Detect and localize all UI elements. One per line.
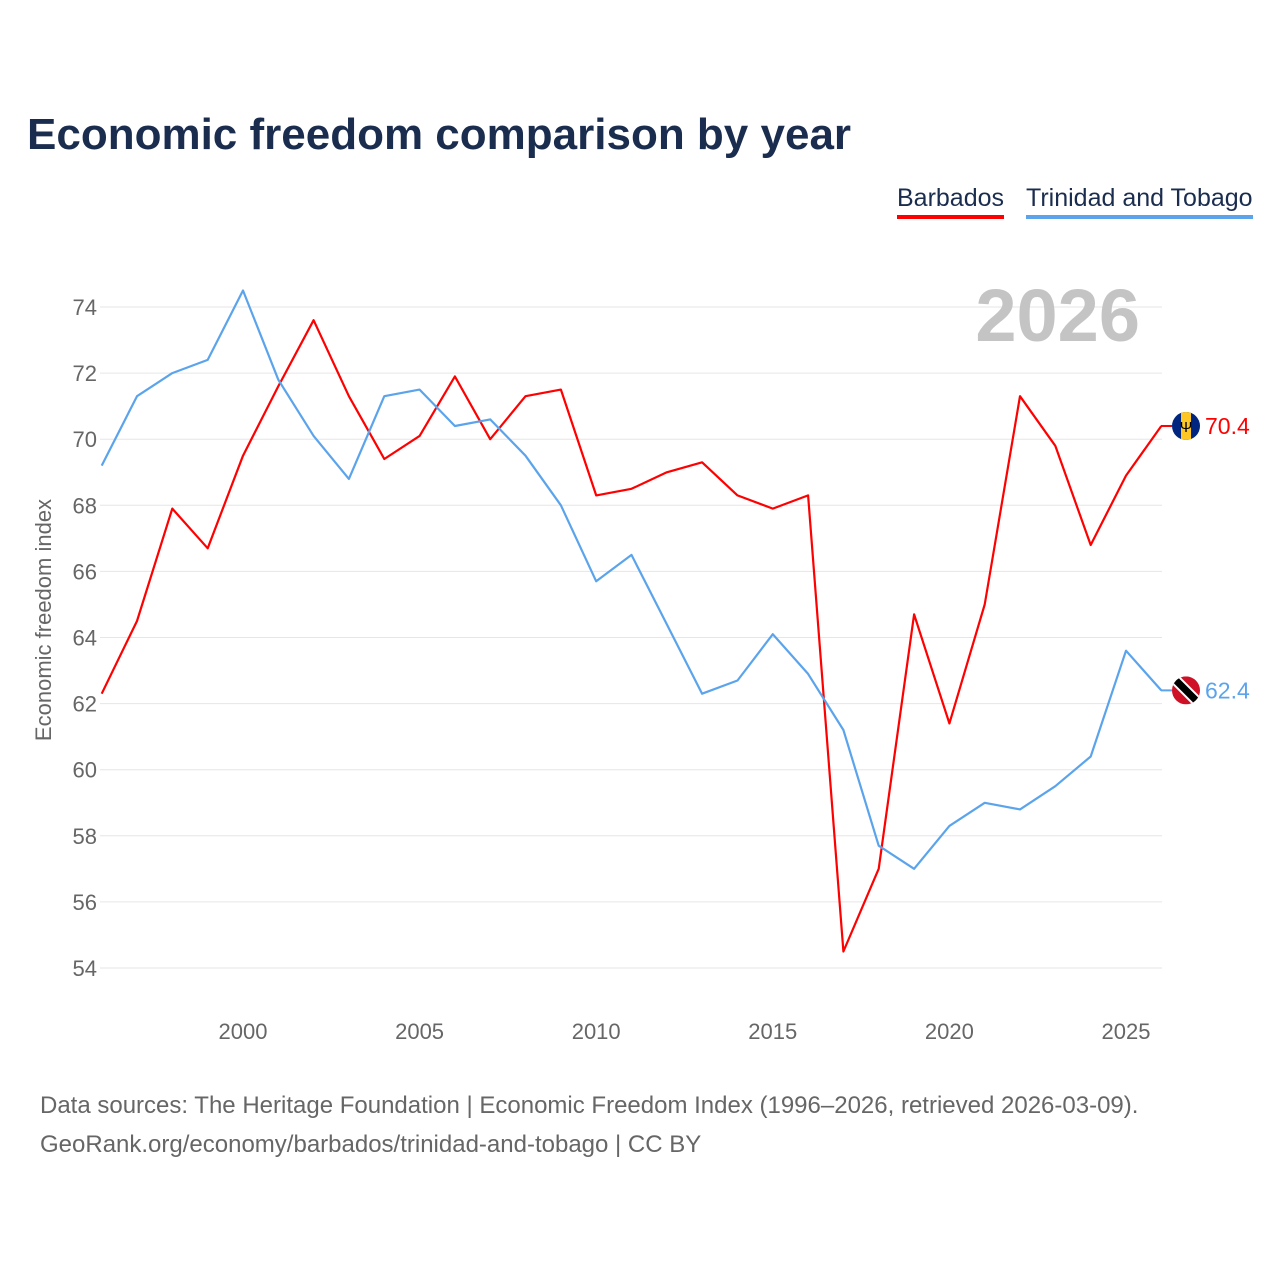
y-tick-label: 62 (73, 692, 97, 717)
y-tick-label: 70 (73, 427, 97, 452)
x-tick-label: 2000 (219, 1019, 268, 1044)
year-watermark: 2026 (975, 274, 1140, 357)
y-tick-label: 54 (73, 956, 97, 981)
source-link[interactable]: GeoRank.org/economy/barbados/trinidad-an… (40, 1131, 702, 1158)
flag-body: Ψ (1172, 411, 1200, 440)
x-tick-label: 2015 (748, 1019, 797, 1044)
y-tick-label: 66 (73, 559, 97, 584)
source-text: Data sources: The Heritage Foundation | … (40, 1092, 1139, 1119)
x-tick-label: 2020 (925, 1019, 974, 1044)
trinidad-flag-icon (1172, 676, 1200, 705)
y-tick-label: 72 (73, 361, 97, 386)
x-tick-label: 2025 (1102, 1019, 1151, 1044)
end-value-label: 70.4 (1205, 413, 1250, 439)
y-tick-label: 68 (73, 493, 97, 518)
series-line-trinidad-and-tobago (100, 289, 1163, 870)
trident: Ψ (1180, 419, 1193, 436)
y-tick-label: 74 (73, 295, 97, 320)
flag-body (1172, 676, 1200, 705)
x-tick-label: 2005 (395, 1019, 444, 1044)
legend-trinidad-and-tobago[interactable]: Trinidad and Tobago (1026, 184, 1253, 219)
y-tick-label: 64 (73, 626, 97, 651)
y-tick-label: 60 (73, 758, 97, 783)
footer: Data sources: The Heritage Foundation | … (40, 1086, 1138, 1164)
chart-title: Economic freedom comparison by year (27, 110, 852, 159)
barbados-flag-icon: Ψ (1172, 411, 1200, 440)
flag-gold (1181, 411, 1191, 440)
series-line-barbados (100, 319, 1163, 953)
y-tick-label: 56 (73, 890, 97, 915)
end-value-label: 62.4 (1205, 677, 1250, 703)
y-axis-label: Economic freedom index (31, 499, 56, 741)
legend-barbados[interactable]: Barbados (897, 184, 1005, 219)
flag-black (1172, 676, 1200, 705)
y-tick-label: 58 (73, 824, 97, 849)
x-tick-label: 2010 (572, 1019, 621, 1044)
